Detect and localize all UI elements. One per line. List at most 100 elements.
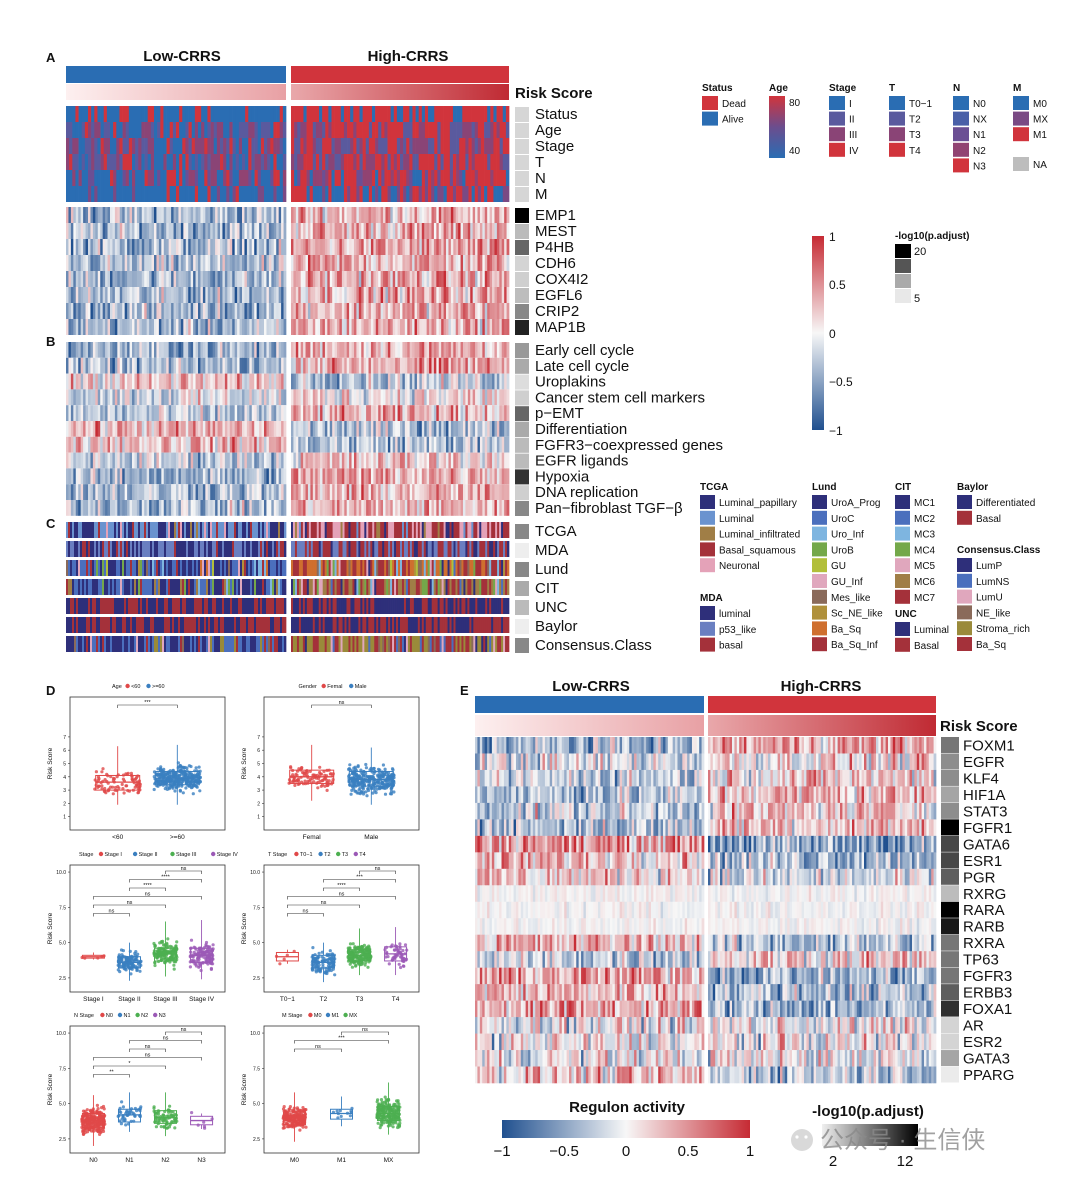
regulon-row-6-low: [475, 835, 705, 853]
regulon-row-12-high: [708, 934, 937, 952]
boxplot-ylabel-2: Risk Score: [47, 912, 54, 944]
boxplot-point-1-1-236: [376, 780, 380, 784]
boxplot-point-2-2-34: [172, 967, 176, 971]
boxplot-point-4-0-144: [95, 1103, 99, 1107]
class-legend-label-2-1: UroC: [831, 514, 854, 525]
boxplot-point-0-1-270: [194, 774, 198, 778]
boxplot-point-2-2-120: [159, 956, 163, 961]
clinical-row-3-high: [291, 154, 510, 170]
clinical-label-2-swatch: [515, 139, 529, 154]
gene-row-7-low: [66, 319, 287, 335]
boxplot-point-1-1-272: [363, 774, 367, 778]
class-legend-label-1-2: basal: [719, 641, 743, 652]
color-scale-a-bar: [812, 236, 824, 430]
class-label-2-swatch: [515, 562, 529, 577]
comparison-bracket-3-1: [287, 904, 360, 908]
padj-a-swatch-3: [895, 274, 911, 288]
class-row-6-low: [66, 636, 287, 652]
boxplot-point-4-2-42: [168, 1104, 172, 1108]
boxplot-ytick-3-1: 5.0: [253, 941, 260, 947]
boxplot-legend-dot-2-0: [98, 851, 104, 857]
boxplot-point-4-0-132: [83, 1109, 87, 1113]
boxplot-point-5-2-117: [392, 1102, 396, 1106]
group-bar-high: [291, 66, 509, 83]
boxplot-point-5-0-172: [301, 1114, 305, 1118]
boxplot-point-1-1-172: [391, 768, 395, 772]
boxplot-point-0-1-278: [163, 773, 167, 778]
regulon-row-8-low: [475, 868, 705, 886]
boxplot-3: T Stage T0−1 T2 T3 T4 Risk Score 2.5 5.0 7.5 10.0…: [241, 851, 420, 1003]
class-label-5-swatch: [515, 619, 529, 634]
boxplot-point-5-2-130: [391, 1121, 395, 1125]
boxplot-point-4-0-207: [93, 1122, 97, 1126]
boxplot-point-2-1-65: [121, 964, 125, 969]
legend-swatch-n-2: [953, 127, 969, 142]
boxplot-legend-dot-5-1: [325, 1012, 331, 1018]
boxplot-point-1-0-79: [326, 783, 330, 788]
class-swatch-0-3: [700, 542, 715, 557]
regulon-label-14: FGFR3: [963, 968, 1012, 985]
watermark-text: 公众号 · 生信侠: [820, 1127, 985, 1154]
boxplot-point-0-1-191: [194, 766, 198, 770]
boxplot-point-1-1-93: [386, 771, 391, 775]
signature-label-3-swatch: [515, 390, 529, 406]
clinical-label-4: N: [535, 170, 546, 187]
regulon-row-7-high: [708, 852, 937, 870]
e-group-label-low: Low-CRRS: [552, 678, 630, 695]
class-legend-title-6: Consensus.Class: [957, 545, 1041, 556]
boxplot-xtick-1-0: Femal: [303, 834, 322, 841]
regulon-row-13-low: [475, 951, 705, 968]
class-row-4-low: [66, 598, 287, 614]
class-label-6: Consensus.Class: [535, 637, 652, 654]
boxplot-point-1-0-61: [318, 765, 322, 769]
class-legend-label-2-0: UroA_Prog: [831, 498, 880, 509]
boxplot-legend-label-3-0: T0−1: [300, 852, 313, 858]
boxplot-point-1-0-93: [295, 773, 299, 777]
boxplot-legend-dot-4-1: [117, 1012, 123, 1018]
boxplot-legend-dot-3-2: [336, 851, 341, 857]
legend-label-n-3: N2: [973, 146, 986, 157]
signature-label-5-swatch: [515, 422, 529, 437]
boxplot-point-1-0-27: [297, 767, 301, 771]
class-swatch-6-3: [957, 605, 972, 620]
class-legend-label-1-0: luminal: [719, 609, 751, 620]
boxplot-point-2-1-99: [121, 949, 125, 953]
legend-title-age: Age: [769, 83, 788, 94]
comparison-label-3-4: ***: [356, 875, 363, 881]
clinical-row-4-high: [291, 170, 510, 186]
comparison-bracket-2-1: [93, 904, 166, 908]
boxplot-point-3-3-35: [401, 964, 405, 968]
signature-row-5-high: [291, 421, 510, 437]
boxplot-point-1-1-282: [381, 775, 385, 779]
boxplot-point-4-2-21: [152, 1105, 156, 1109]
boxplot-point-1-1-273: [368, 783, 372, 787]
boxplot-point-2-2-51: [172, 963, 176, 967]
legend-label-t-3: T4: [909, 146, 921, 157]
boxplot-point-2-1-104: [135, 968, 139, 973]
legend-title-n: N: [953, 83, 960, 94]
boxplot-point-0-0-79: [131, 778, 135, 782]
boxplot-point-1-1-284: [352, 774, 356, 778]
regulon-label-9: RXRG: [963, 886, 1006, 903]
boxplot-point-0-1-151: [180, 784, 184, 788]
boxplot-xtick-2-3: Stage IV: [189, 996, 215, 1003]
boxplot-point-3-2-100: [353, 946, 357, 950]
boxplot-point-0-1-253: [184, 786, 188, 790]
boxplot-point-0-0-56: [96, 785, 100, 790]
regulon-row-12-low: [475, 934, 705, 952]
class-legend-label-6-3: NE_like: [976, 608, 1011, 619]
class-legend-label-6-0: LumP: [976, 561, 1002, 572]
signature-label-7: EGFR ligands: [535, 453, 628, 470]
boxplot-point-1-0-78: [310, 777, 314, 781]
boxplot-frame-5: [263, 1025, 420, 1154]
boxplot-legend-dot-2-1: [132, 851, 138, 857]
signature-label-10: Pan−fibroblast TGF−β: [535, 500, 683, 517]
boxplot-ytick-4-2: 7.5: [59, 1066, 66, 1072]
comparison-label-0-0: ***: [144, 700, 151, 706]
boxplot-point-3-1-82: [311, 946, 315, 950]
boxplot-point-3-2-129: [348, 962, 352, 966]
boxplot-point-2-1-118: [124, 955, 128, 959]
regulon-row-19-high: [708, 1050, 937, 1067]
boxplot-point-4-2-66: [157, 1109, 161, 1113]
class-legend-label-6-2: LumU: [976, 593, 1003, 604]
